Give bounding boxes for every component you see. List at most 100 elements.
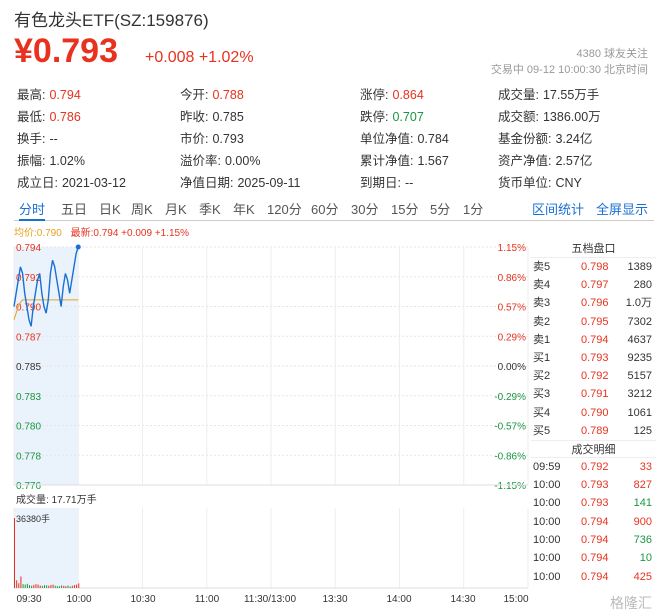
tab-4[interactable]: 月K	[165, 202, 187, 217]
tab-6[interactable]: 年K	[233, 202, 255, 217]
avg-price-line	[13, 299, 79, 320]
stat-item: 今开: 0.788	[180, 84, 244, 103]
tab-0[interactable]: 分时	[19, 199, 46, 221]
deal-row: 10:00 0.793 827	[531, 476, 656, 494]
stat-label: 资产净值:	[498, 154, 552, 168]
order-label: 卖4	[533, 279, 551, 292]
stat-item: 换手: --	[17, 128, 58, 147]
time-tick-label: 14:00	[386, 594, 411, 605]
tab-10[interactable]: 15分	[391, 202, 419, 217]
deal-time: 10:00	[533, 534, 561, 547]
price-tick-label: 0.790	[16, 303, 41, 314]
deals-title: 成交明细	[531, 439, 656, 458]
stat-value: 0.785	[212, 110, 244, 124]
stat-label: 涨停:	[360, 88, 389, 102]
pct-tick-label: 0.86%	[498, 273, 526, 284]
order-volume: 1389	[627, 261, 652, 273]
tab-8[interactable]: 60分	[311, 202, 339, 217]
order-book-row: 卖3 0.796 1.0万	[531, 294, 656, 312]
stat-label: 净值日期:	[180, 176, 234, 190]
deal-time: 10:00	[533, 552, 561, 565]
deal-volume: 900	[633, 515, 652, 528]
deal-price: 0.792	[581, 460, 609, 473]
order-book-row: 买5 0.789 125	[531, 422, 656, 440]
stat-value: --	[49, 132, 58, 146]
stat-label: 货币单位:	[498, 176, 552, 190]
deal-time: 10:00	[533, 497, 561, 510]
order-volume: 3212	[627, 388, 652, 401]
order-volume: 1061	[627, 406, 652, 419]
deal-volume: 827	[633, 479, 652, 492]
price-tick-label: 0.783	[16, 392, 41, 403]
order-price: 0.790	[581, 406, 609, 419]
order-book-row: 买3 0.791 3212	[531, 385, 656, 403]
stat-value: 1386.00万	[542, 110, 601, 124]
stat-item: 振幅: 1.02%	[17, 150, 85, 169]
tab-7[interactable]: 120分	[267, 202, 302, 217]
order-price: 0.795	[581, 315, 609, 328]
volume-max-label: 36380手	[16, 513, 50, 524]
stat-value: 0.864	[392, 88, 424, 102]
tab-9[interactable]: 30分	[351, 202, 379, 217]
fullscreen-button[interactable]: 全屏显示	[596, 202, 649, 217]
deal-price: 0.794	[581, 552, 609, 565]
order-book-row: 买1 0.793 9235	[531, 349, 656, 367]
follower-count[interactable]: 4380 球友关注	[576, 48, 648, 60]
stat-item: 最低: 0.786	[17, 106, 81, 125]
stat-value: 2025-09-11	[237, 176, 301, 190]
tab-5[interactable]: 季K	[199, 202, 221, 217]
order-volume: 9235	[627, 351, 652, 364]
stat-value: 0.00%	[224, 154, 261, 168]
order-price: 0.797	[581, 279, 609, 292]
order-volume: 280	[633, 279, 652, 292]
order-book-row: 买4 0.790 1061	[531, 404, 656, 422]
watermark-logo: 格隆汇	[610, 595, 652, 611]
tab-11[interactable]: 5分	[430, 202, 451, 217]
stat-item: 单位净值: 0.784	[360, 128, 449, 147]
order-price: 0.791	[581, 388, 609, 401]
time-tick-label: 10:00	[66, 594, 91, 605]
stat-label: 累计净值:	[360, 154, 414, 168]
stat-value: 3.24亿	[555, 132, 593, 146]
tab-1[interactable]: 五日	[61, 202, 88, 217]
stat-value: 0.793	[212, 132, 244, 146]
price-tick-label: 0.785	[16, 362, 41, 373]
stat-label: 成交额:	[498, 110, 539, 124]
time-tick-label: 13:30	[322, 594, 347, 605]
order-price: 0.796	[581, 297, 609, 310]
order-label: 卖1	[533, 333, 551, 346]
stat-label: 成交量:	[498, 88, 539, 102]
deal-time: 10:00	[533, 515, 561, 528]
stat-label: 昨收:	[180, 110, 209, 124]
stat-label: 到期日:	[360, 176, 401, 190]
pct-tick-label: 1.15%	[498, 243, 526, 254]
stat-label: 振幅:	[17, 154, 46, 168]
stat-value: CNY	[555, 176, 582, 190]
pct-tick-label: -0.57%	[494, 422, 526, 433]
stat-value: 1.567	[417, 154, 449, 168]
elapsed-area	[14, 247, 79, 485]
deal-row: 10:00 0.793 141	[531, 494, 656, 512]
order-volume: 4637	[627, 333, 652, 346]
stat-label: 基金份额:	[498, 132, 552, 146]
stat-label: 最低:	[17, 110, 46, 124]
volume-label: 成交量: 17.71万手	[16, 493, 97, 506]
stat-item: 到期日: --	[360, 172, 413, 191]
chart-tabs: 分时 五日 日K 周K 月K 季K 年K 120分 60分 30分 15分 5分 1分 区间统计 全屏显示	[14, 199, 654, 221]
deal-row: 10:00 0.794 736	[531, 531, 656, 549]
stat-item: 资产净值: 2.57亿	[498, 150, 592, 169]
deal-price: 0.793	[581, 479, 609, 492]
tab-12[interactable]: 1分	[463, 202, 484, 217]
tab-3[interactable]: 周K	[131, 202, 153, 217]
deal-price: 0.794	[581, 515, 609, 528]
stat-value: 0.786	[49, 110, 81, 124]
price-tick-label: 0.792	[16, 273, 41, 284]
order-book-row: 卖4 0.797 280	[531, 276, 656, 294]
deal-row: 10:00 0.794 900	[531, 513, 656, 531]
deal-row: 10:00 0.794 10	[531, 549, 656, 567]
pct-tick-label: 0.29%	[498, 332, 526, 343]
tab-2[interactable]: 日K	[99, 202, 121, 217]
price-tick-label: 0.776	[16, 481, 41, 492]
range-stats-button[interactable]: 区间统计	[532, 202, 585, 217]
stat-value: 0.784	[417, 132, 449, 146]
